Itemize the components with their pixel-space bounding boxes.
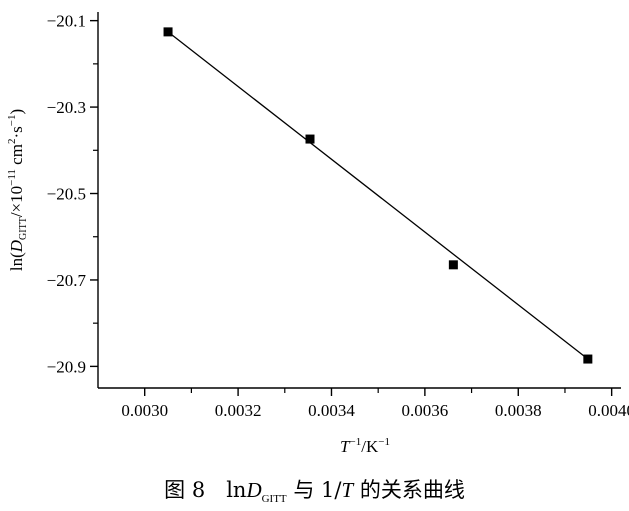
x-axis-label-unit-exp: −1 xyxy=(378,436,390,448)
caption-var: D xyxy=(246,478,262,502)
caption-suffix: 的关系曲线 xyxy=(353,478,465,502)
x-tick-label: 0.0034 xyxy=(308,401,355,420)
fit-line xyxy=(167,31,589,360)
y-axis-label: ln(DGITT/×10−11 cm2·s−1) xyxy=(6,109,29,271)
axes xyxy=(97,12,621,389)
y-axis-label-unit: cm xyxy=(7,144,26,169)
caption-sub: GITT xyxy=(261,493,287,506)
x-tick-label: 0.0040 xyxy=(588,401,629,420)
y-axis-label-close: ) xyxy=(7,109,26,115)
data-point xyxy=(305,134,315,144)
y-axis-label-unit2-exp: −1 xyxy=(6,115,18,127)
y-axis-label-unit2: ·s xyxy=(7,126,26,138)
caption-prefix: 图 8 ln xyxy=(164,478,247,502)
data-points xyxy=(163,27,593,364)
y-tick-label: −20.5 xyxy=(47,185,86,204)
x-tick-label: 0.0030 xyxy=(121,401,168,420)
x-ticks: 0.0030 0.0032 0.0034 0.0036 0.0038 0.0040 xyxy=(121,388,629,420)
data-point xyxy=(448,260,458,270)
caption-mid: 与 1/ xyxy=(286,478,342,502)
y-tick-label: −20.3 xyxy=(47,98,86,117)
y-axis-label-var: D xyxy=(7,239,26,253)
chart: 0.0030 0.0032 0.0034 0.0036 0.0038 0.0040 −20… xyxy=(6,12,629,456)
y-tick-label: −20.1 xyxy=(47,12,86,31)
y-ticks: −20.1 −20.3 −20.5 −20.7 −20.9 xyxy=(47,12,98,376)
y-axis-label-exp: −11 xyxy=(6,169,18,186)
x-axis-label-exp: −1 xyxy=(350,436,362,448)
x-tick-label: 0.0032 xyxy=(215,401,262,420)
y-axis-label-pre: ln( xyxy=(7,252,26,271)
x-axis-label-var: T xyxy=(340,437,351,456)
data-point xyxy=(583,354,593,364)
fit-line-group xyxy=(167,31,589,360)
x-axis-label: T−1/K−1 xyxy=(340,436,390,456)
figure-caption: 图 8 lnDGITT 与 1/T 的关系曲线 xyxy=(0,474,629,505)
data-point xyxy=(163,27,173,37)
y-tick-label: −20.9 xyxy=(47,357,86,376)
caption-var2: T xyxy=(341,478,354,502)
y-tick-label: −20.7 xyxy=(47,271,87,290)
x-tick-label: 0.0036 xyxy=(402,401,449,420)
y-axis-label-unit-exp: 2 xyxy=(6,139,18,145)
x-axis-label-unit: /K xyxy=(361,437,379,456)
x-tick-label: 0.0038 xyxy=(495,401,542,420)
y-axis-label-sub: GITT xyxy=(18,217,29,240)
y-axis-label-post: /×10 xyxy=(7,186,26,217)
